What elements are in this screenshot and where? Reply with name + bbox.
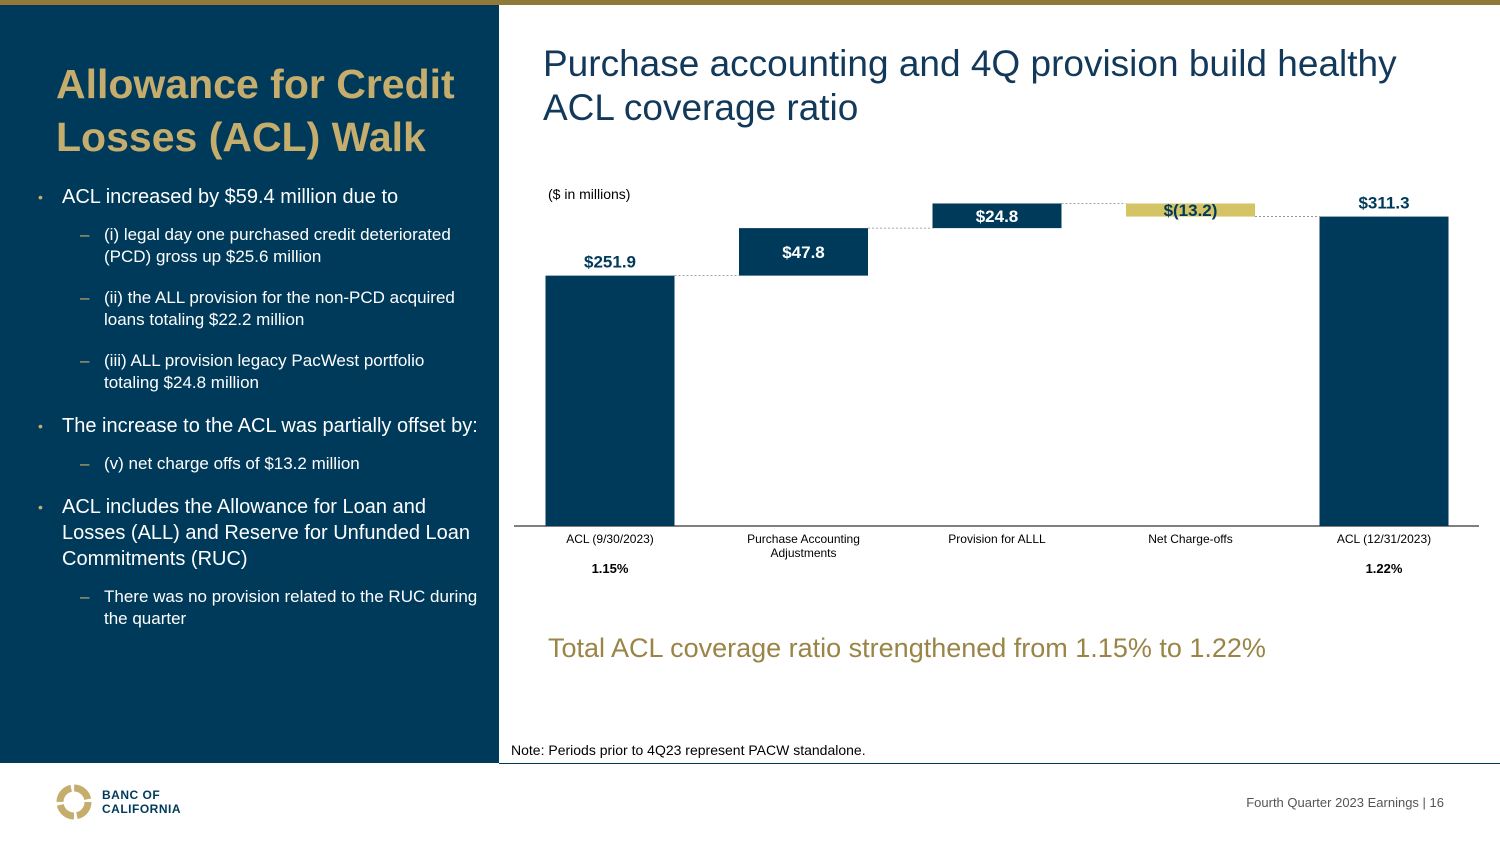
dash-glyph: –	[80, 225, 90, 244]
dash-glyph: –	[80, 454, 90, 473]
sub-bullet-text: (ii) the ALL provision for the non-PCD a…	[104, 288, 455, 329]
sub-bullet: – (v) net charge offs of $13.2 million	[62, 453, 478, 475]
bottom-rule	[499, 763, 1500, 764]
data-label-4: $311.3	[1358, 194, 1409, 213]
bullet-text: ACL increased by $59.4 million due to	[62, 186, 399, 208]
category-label-4: ACL (12/31/2023)	[1337, 532, 1431, 546]
category-label-2: Provision for ALLL	[948, 532, 1046, 546]
sub-list: – There was no provision related to the R…	[62, 586, 478, 630]
data-label-1: $47.8	[782, 243, 825, 262]
logo-line-1: BANC OF	[102, 788, 161, 802]
bar-1	[739, 228, 868, 276]
coverage-ratio-0: 1.15%	[592, 561, 629, 576]
waterfall-chart: ($ in millions) $251.9 ACL (9/30/2023) 1.15…	[514, 186, 1479, 576]
bar-4	[1319, 216, 1449, 526]
bullet-glyph: •	[38, 418, 43, 434]
footnote: Note: Periods prior to 4Q23 represent PA…	[511, 742, 866, 758]
footer-page-label: Fourth Quarter 2023 Earnings | 16	[1246, 795, 1444, 810]
bar-3	[1126, 203, 1255, 217]
sub-bullet: – (i) legal day one purchased credit dete…	[62, 224, 478, 268]
logo-line-2: CALIFORNIA	[102, 802, 181, 816]
sub-list: – (i) legal day one purchased credit dete…	[62, 224, 478, 394]
bullet-text: ACL includes the Allowance for Loan and …	[62, 496, 471, 570]
bullet-glyph: •	[38, 189, 43, 205]
bullet-list: • ACL increased by $59.4 million due to …	[38, 184, 478, 649]
left-panel	[0, 5, 499, 763]
sub-bullet-text: (i) legal day one purchased credit deter…	[104, 225, 451, 266]
sub-bullet-text: (iii) ALL provision legacy PacWest portf…	[104, 351, 425, 392]
bullet-glyph: •	[38, 499, 43, 515]
category-label-3: Net Charge-offs	[1148, 532, 1233, 546]
bullet-acl-includes: • ACL includes the Allowance for Loan an…	[38, 494, 478, 630]
data-label-0: $251.9	[584, 253, 636, 272]
headline: Purchase accounting and 4Q provision bui…	[543, 43, 1397, 128]
dash-glyph: –	[80, 351, 90, 370]
left-title: Allowance for Credit Losses (ACL) Walk	[56, 61, 455, 160]
sub-bullet-text: There was no provision related to the RU…	[104, 587, 478, 628]
sub-list: – (v) net charge offs of $13.2 million	[62, 453, 478, 475]
banc-logo-icon	[56, 784, 92, 820]
bullet-acl-increase: • ACL increased by $59.4 million due to …	[38, 184, 478, 394]
unit-label: ($ in millions)	[548, 186, 630, 202]
category-label-1: Purchase Accounting Adjustments	[747, 532, 860, 560]
bar-2	[932, 203, 1062, 229]
bullet-offset: • The increase to the ACL was partially …	[38, 413, 478, 475]
sub-bullet-text: (v) net charge offs of $13.2 million	[104, 454, 360, 473]
sub-bullet: – (ii) the ALL provision for the non-PCD …	[62, 287, 478, 331]
bar-0	[545, 275, 675, 526]
sub-bullet: – There was no provision related to the R…	[62, 586, 478, 630]
dash-glyph: –	[80, 587, 90, 606]
data-label-2: $24.8	[976, 207, 1019, 226]
dash-glyph: –	[80, 288, 90, 307]
coverage-ratio-4: 1.22%	[1366, 561, 1403, 576]
bullet-text: The increase to the ACL was partially of…	[62, 415, 478, 437]
top-rule	[0, 0, 1500, 5]
sub-bullet: – (iii) ALL provision legacy PacWest port…	[62, 350, 478, 394]
coverage-callout: Total ACL coverage ratio strengthened fr…	[548, 633, 1266, 663]
logo-wordmark: BANC OF CALIFORNIA	[102, 788, 181, 816]
data-label-3: $(13.2)	[1164, 201, 1218, 220]
category-label-0: ACL (9/30/2023)	[566, 532, 654, 546]
